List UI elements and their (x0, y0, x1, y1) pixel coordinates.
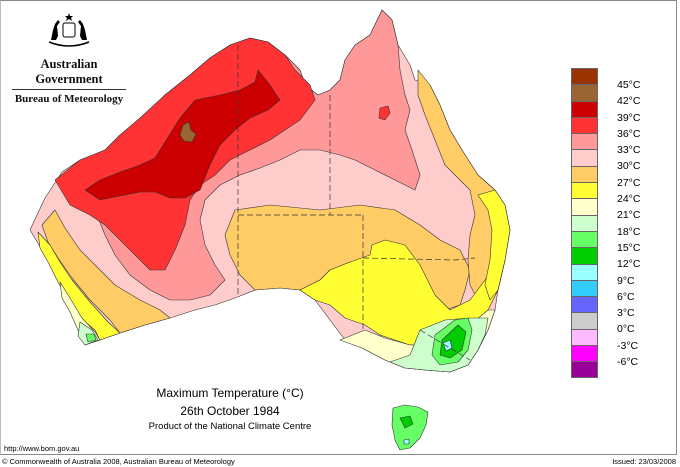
issued-date: Issued: 23/03/2008 (612, 457, 676, 466)
tasmania (391, 404, 429, 451)
map-product: Product of the National Climate Centre (148, 421, 312, 432)
map-caption: Maximum Temperature (°C) 26th October 19… (130, 386, 330, 432)
legend-label: 3°C (617, 307, 635, 320)
legend-swatch: 15°C (571, 230, 640, 254)
tasmania-9c (403, 438, 410, 445)
legend-label: 30°C (617, 160, 641, 173)
legend-swatch: 18°C (571, 214, 640, 238)
legend-label: 15°C (617, 241, 641, 254)
legend-swatch: 45°C (571, 68, 640, 91)
bom-url-link[interactable]: http://www.bom.gov.au (4, 444, 80, 453)
legend-swatch: 39°C (571, 100, 640, 124)
government-name: Australian Government (35, 57, 103, 86)
legend-swatch: 21°C (571, 198, 640, 221)
legend-swatch: 33°C (571, 133, 640, 156)
legend-label: 36°C (617, 127, 641, 140)
legend-label: 33°C (617, 144, 641, 157)
legend-swatch: 6°C (571, 279, 635, 303)
legend-swatch: 30°C (571, 149, 640, 172)
legend-swatch: 36°C (571, 116, 640, 140)
legend-swatch: 42°C (571, 84, 640, 107)
zone-27c-sw (41, 209, 171, 334)
legend-swatch: -6°C (571, 345, 638, 368)
copyright-text: © Commonwealth of Australia 2008, Austra… (2, 457, 235, 466)
legend-swatch: 9°C (571, 263, 635, 287)
map-title: Maximum Temperature (°C) (156, 386, 304, 400)
legend-swatch: 3°C (571, 296, 635, 319)
legend-label: -3°C (617, 339, 639, 352)
legend-label: -6°C (617, 356, 639, 369)
map-date: 26th October 1984 (180, 404, 280, 418)
legend-label: 9°C (617, 274, 635, 287)
legend-swatch: 12°C (571, 247, 640, 270)
legend-label: 42°C (617, 95, 641, 108)
agency-name: Bureau of Meteorology (12, 89, 126, 105)
zone-24c-east (477, 189, 511, 301)
zone-9c (442, 339, 453, 352)
state-borders (237, 45, 476, 361)
legend-swatch: 27°C (571, 165, 640, 189)
zone-15c-sw (85, 333, 97, 343)
legend-label: 24°C (617, 193, 641, 206)
legend-label: 0°C (617, 323, 635, 336)
legend-label: 39°C (617, 111, 641, 124)
legend-label: 27°C (617, 176, 641, 189)
zone-36c-qld (378, 105, 391, 121)
agency-logo: Australian Government Bureau of Meteorol… (8, 10, 130, 105)
legend-swatch (571, 361, 598, 378)
legend-label: 21°C (617, 209, 641, 222)
legend-label: 45°C (617, 79, 641, 91)
legend-swatch: 24°C (571, 182, 640, 205)
legend-swatch: -3°C (571, 328, 638, 352)
zone-42c (179, 121, 197, 143)
legend-swatch: 0°C (571, 312, 635, 335)
legend-label: 12°C (617, 258, 641, 271)
temperature-legend: 45°C 42°C 39°C 36°C 33°C 30°C 27°C 24°C … (571, 68, 640, 378)
legend-label: 18°C (617, 225, 641, 238)
legend-label: 6°C (617, 290, 635, 303)
commonwealth-coat-of-arms-icon (48, 13, 90, 47)
tasmania-12c (399, 415, 414, 429)
